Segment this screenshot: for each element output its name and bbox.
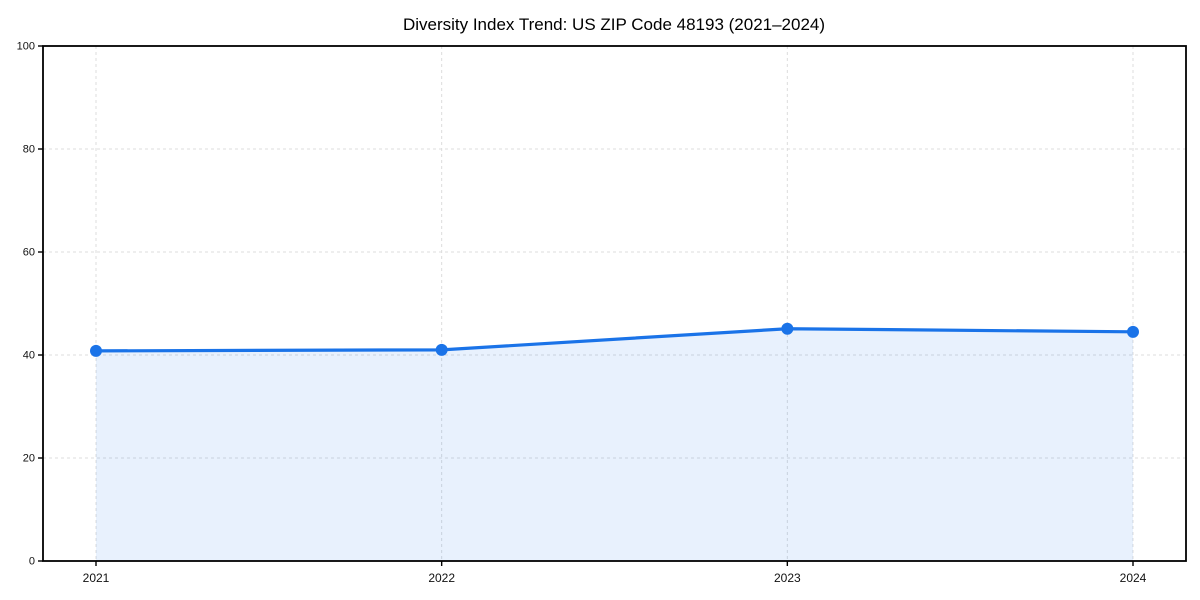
y-tick-label: 0 bbox=[29, 556, 35, 568]
tick-labels: 0 20 40 60 80 100 2021 2022 2023 2024 bbox=[17, 41, 1147, 585]
y-tick-label: 20 bbox=[23, 453, 35, 465]
data-point bbox=[90, 344, 102, 357]
axes bbox=[38, 45, 1187, 566]
x-tick-label: 2022 bbox=[428, 571, 455, 585]
x-tick-label: 2023 bbox=[774, 571, 801, 585]
y-tick-label: 100 bbox=[17, 41, 35, 53]
x-tick-label: 2024 bbox=[1120, 571, 1147, 585]
trend-line-path bbox=[94, 327, 1135, 353]
y-tick-label: 40 bbox=[23, 350, 35, 362]
x-tick-label: 2021 bbox=[83, 571, 110, 585]
plot-frame bbox=[42, 45, 1187, 562]
y-tick-label: 60 bbox=[23, 247, 35, 259]
y-tick-label: 80 bbox=[23, 144, 35, 156]
area-fill bbox=[96, 328, 1133, 561]
trend-line bbox=[94, 327, 1135, 353]
chart-title: Diversity Index Trend: US ZIP Code 48193… bbox=[403, 15, 825, 34]
data-point bbox=[1127, 325, 1139, 338]
data-point bbox=[781, 322, 794, 335]
data-point bbox=[435, 343, 448, 356]
area-fill-shape bbox=[96, 328, 1133, 561]
data-points bbox=[90, 322, 1139, 357]
